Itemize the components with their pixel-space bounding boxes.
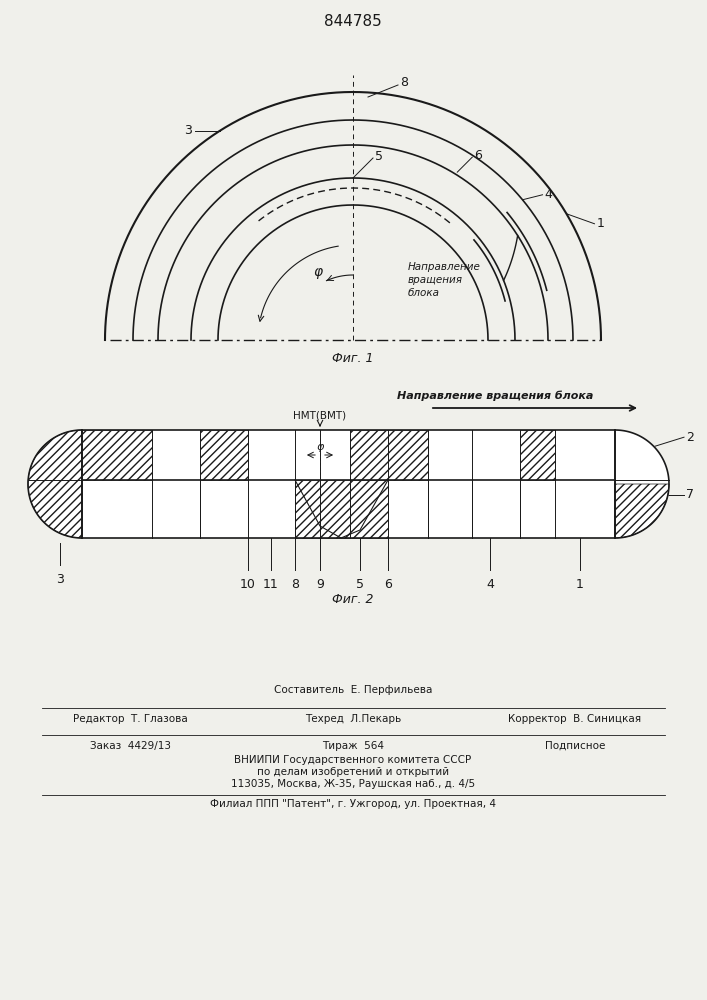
Polygon shape [615, 430, 669, 538]
Text: Фиг. 2: Фиг. 2 [332, 593, 374, 606]
Wedge shape [615, 484, 669, 538]
Text: 4: 4 [486, 578, 494, 591]
Text: Подписное: Подписное [545, 741, 605, 751]
Text: ВНИИПИ Государственного комитета СССР: ВНИИПИ Государственного комитета СССР [235, 755, 472, 765]
Bar [82, 430, 615, 538]
Text: 10: 10 [240, 578, 256, 591]
Text: НМТ(ВМТ): НМТ(ВМТ) [293, 411, 346, 421]
Text: 5: 5 [356, 578, 364, 591]
Text: φ: φ [313, 265, 322, 279]
Polygon shape [28, 430, 82, 538]
Text: Техред  Л.Пекарь: Техред Л.Пекарь [305, 714, 401, 724]
Text: 3: 3 [57, 573, 64, 586]
Text: по делам изобретений и открытий: по делам изобретений и открытий [257, 767, 449, 777]
Bar [200, 430, 248, 480]
Text: Редактор  Т. Глазова: Редактор Т. Глазова [73, 714, 187, 724]
Text: 7: 7 [686, 488, 694, 502]
Text: 8: 8 [291, 578, 299, 591]
Text: 2: 2 [686, 431, 694, 444]
Text: 1: 1 [597, 217, 604, 230]
Text: Направление вращения блока: Направление вращения блока [397, 390, 593, 401]
Text: Филиал ППП "Патент", г. Ужгород, ул. Проектная, 4: Филиал ППП "Патент", г. Ужгород, ул. Про… [210, 799, 496, 809]
Text: Направление
вращения
блока: Направление вращения блока [408, 262, 481, 298]
Text: 3: 3 [185, 124, 192, 137]
Text: Корректор  В. Синицкая: Корректор В. Синицкая [508, 714, 641, 724]
Text: 11: 11 [263, 578, 279, 591]
Text: Тираж  564: Тираж 564 [322, 741, 384, 751]
Bar [82, 430, 615, 538]
Text: 6: 6 [384, 578, 392, 591]
Bar [520, 430, 555, 480]
Bar [350, 430, 428, 480]
Text: Составитель  Е. Перфильева: Составитель Е. Перфильева [274, 685, 432, 695]
Text: 844785: 844785 [324, 14, 382, 29]
Text: 9: 9 [316, 578, 324, 591]
Text: 5: 5 [375, 149, 383, 162]
Text: 113035, Москва, Ж-35, Раушская наб., д. 4/5: 113035, Москва, Ж-35, Раушская наб., д. … [231, 779, 475, 789]
Text: 6: 6 [474, 149, 482, 162]
Wedge shape [28, 430, 82, 538]
Text: 1: 1 [576, 578, 584, 591]
Text: φ: φ [316, 442, 324, 452]
Text: Фиг. 1: Фиг. 1 [332, 352, 374, 365]
Bar [82, 430, 152, 480]
Text: Заказ  4429/13: Заказ 4429/13 [90, 741, 170, 751]
Bar [295, 480, 388, 538]
Text: 8: 8 [400, 77, 408, 90]
Text: 4: 4 [544, 188, 552, 201]
